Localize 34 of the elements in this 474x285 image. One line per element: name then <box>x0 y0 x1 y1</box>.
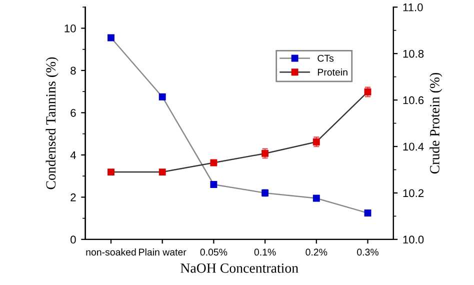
y2-tick-label: 10.8 <box>403 50 424 58</box>
x-tick-label: Plain water <box>139 248 186 256</box>
y2-axis-title: Crude Protein (%) <box>430 72 442 174</box>
point <box>364 88 372 96</box>
point <box>312 194 320 202</box>
point <box>108 34 114 42</box>
point <box>262 150 269 157</box>
point <box>158 168 166 176</box>
point <box>210 181 218 188</box>
y-tick-label: 10 <box>64 24 76 32</box>
legend-label: Protein <box>318 68 348 76</box>
x-axis-title: NaOH Concentration <box>180 263 298 273</box>
point <box>108 168 114 176</box>
y-tick-label: 0 <box>70 236 76 244</box>
point <box>158 93 166 100</box>
y2-tick-label: 10.4 <box>403 142 424 151</box>
y2-tick-label: 10.6 <box>403 96 424 104</box>
x-tick-label: 0.3% <box>357 248 378 256</box>
y-tick-label: 2 <box>70 193 76 202</box>
y2-tick-label: 10.2 <box>403 189 424 198</box>
y-tick-label: 8 <box>70 66 76 75</box>
y2-tick-label: 10.0 <box>403 236 424 244</box>
x-tick-label: 0.1% <box>254 248 276 256</box>
x-tick-label: 0.05% <box>200 248 228 256</box>
x-tick-label: non-soaked <box>86 248 136 256</box>
y2-tick-label: 11.0 <box>403 3 423 12</box>
point <box>364 210 372 216</box>
point <box>210 159 218 166</box>
legend-label: CTs <box>318 54 334 62</box>
x-tick-label: 0.2% <box>306 248 328 256</box>
y-tick-label: 6 <box>70 108 76 117</box>
y-axis-title: Condensed Tannins (%) <box>46 57 58 190</box>
y-tick-label: 4 <box>70 151 76 159</box>
point <box>312 138 320 146</box>
